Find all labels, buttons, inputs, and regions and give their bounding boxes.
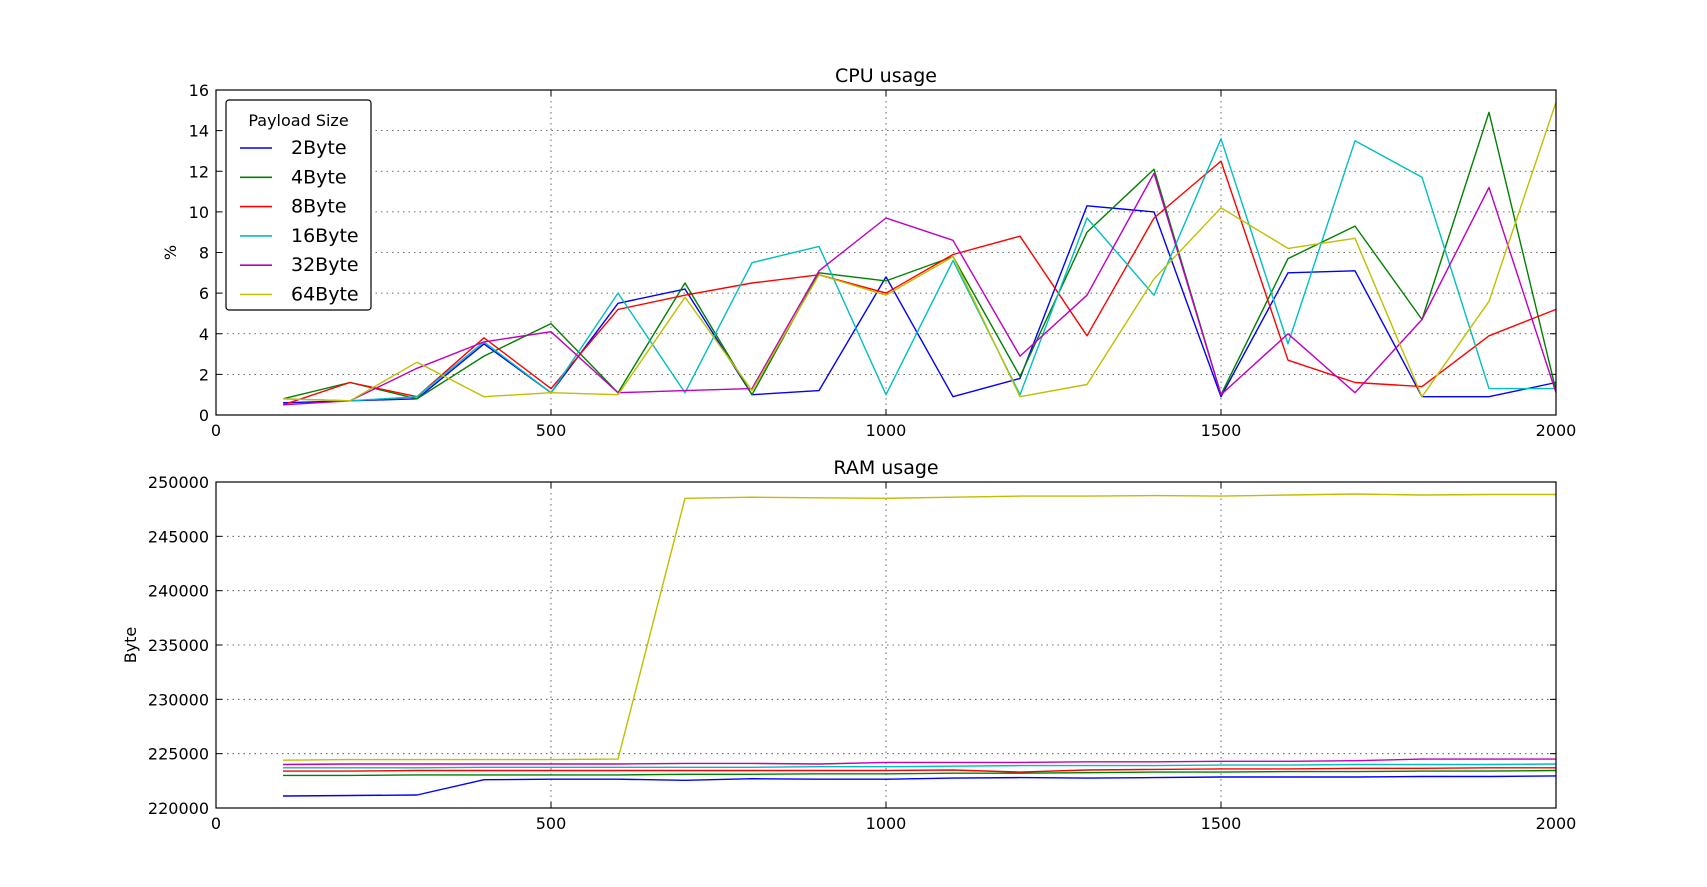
legend-box bbox=[225, 99, 372, 311]
series-line-8byte bbox=[283, 767, 1556, 773]
legend-label-64byte: 64Byte bbox=[291, 284, 359, 306]
chart-1: CPU usage 0 500 1000 1500 2000 0 2 4 6 8 10 12 14 16% P… bbox=[161, 65, 1576, 440]
x-tick-label: 2000 bbox=[1536, 421, 1577, 440]
legend-label-8byte: 8Byte bbox=[291, 196, 347, 218]
series-line-32byte bbox=[282, 758, 1556, 766]
y-tick-label: 240000 bbox=[148, 582, 209, 601]
x-tick-label: 500 bbox=[536, 814, 567, 833]
x-tick-label: 1500 bbox=[1201, 421, 1242, 440]
series-line-4byte bbox=[282, 111, 1557, 400]
x-tick-label: 0 bbox=[211, 814, 221, 833]
y-tick-label: 16 bbox=[189, 81, 209, 100]
y-tick-label: 2 bbox=[199, 365, 209, 384]
series-line-8byte bbox=[282, 160, 1557, 406]
y-tick-label: 0 bbox=[199, 406, 209, 425]
y-tick-label: 10 bbox=[189, 203, 209, 222]
x-tick-label: 1500 bbox=[1201, 814, 1242, 833]
x-tick-label: 500 bbox=[536, 421, 567, 440]
y-tick-label: 235000 bbox=[148, 636, 209, 655]
y-tick-label: 4 bbox=[199, 325, 209, 344]
chart-2: RAM usage 0 500 1000 1500 2000 220000 225000 230… bbox=[121, 457, 1576, 833]
plot-frame bbox=[215, 481, 1557, 809]
y-tick-label: 230000 bbox=[148, 690, 209, 709]
y-tick-label: 250000 bbox=[148, 473, 209, 492]
legend-title: Payload Size bbox=[248, 111, 348, 130]
y-tick-label: 14 bbox=[189, 122, 209, 141]
series-line-16byte bbox=[283, 763, 1557, 769]
series-line-64byte bbox=[282, 101, 1557, 402]
y-tick-label: 220000 bbox=[148, 799, 209, 818]
x-tick-label: 1000 bbox=[866, 814, 907, 833]
y-tick-label: 12 bbox=[189, 162, 209, 181]
legend: Payload Size 2Byte 4Byte 8Byte 16Byte 32Byte 6… bbox=[225, 99, 372, 311]
y-tick-label: 245000 bbox=[148, 527, 209, 546]
series-line-32byte bbox=[282, 172, 1557, 406]
series-line-4byte bbox=[283, 769, 1557, 777]
legend-label-32byte: 32Byte bbox=[291, 254, 359, 276]
plot-frame bbox=[215, 89, 1557, 416]
chart-title: CPU usage bbox=[835, 65, 937, 87]
legend-label-2byte: 2Byte bbox=[291, 137, 347, 159]
series-line-64byte bbox=[282, 493, 1556, 761]
y-tick-label: 6 bbox=[199, 284, 209, 303]
y-tick-label: 225000 bbox=[148, 745, 209, 764]
x-tick-label: 2000 bbox=[1536, 814, 1577, 833]
y-tick-label: 8 bbox=[199, 244, 209, 263]
y-axis-label: Byte bbox=[121, 627, 140, 664]
series-line-2byte bbox=[282, 205, 1557, 404]
chart-title: RAM usage bbox=[833, 457, 938, 479]
series-line-2byte bbox=[282, 775, 1557, 797]
legend-label-16byte: 16Byte bbox=[291, 225, 359, 247]
x-tick-label: 0 bbox=[211, 421, 221, 440]
legend-label-4byte: 4Byte bbox=[291, 166, 347, 188]
x-tick-label: 1000 bbox=[866, 421, 907, 440]
series-line-16byte bbox=[282, 138, 1556, 402]
y-axis-label: % bbox=[161, 245, 180, 260]
